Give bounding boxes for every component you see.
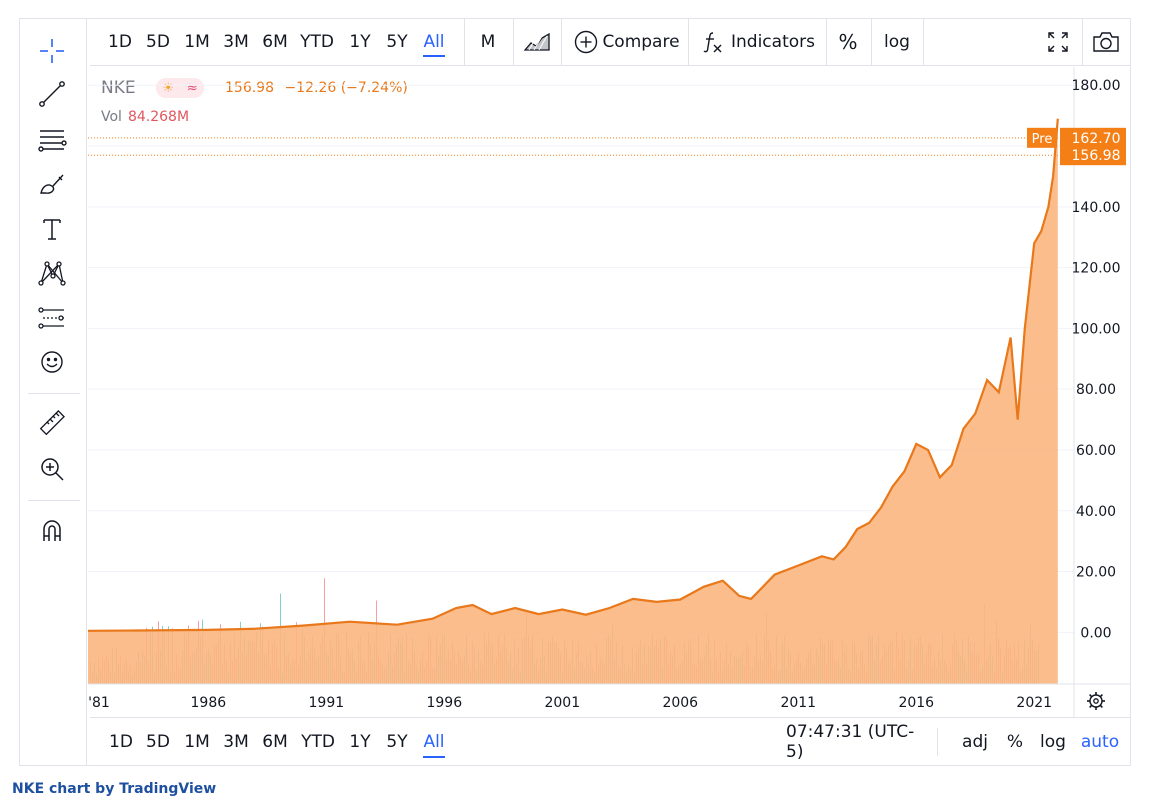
- adj-button[interactable]: adj: [962, 732, 988, 752]
- attribution-symbol[interactable]: NKE chart: [12, 781, 91, 797]
- range-1d-button[interactable]: 1D: [108, 32, 132, 52]
- last-price: 156.98: [225, 80, 274, 96]
- bottom-range-1m-button[interactable]: 1M: [184, 732, 210, 752]
- top-toolbar: 1D 5D 1M 3M 6M YTD 1Y 5Y All M Compare I…: [90, 19, 1130, 66]
- bottom-range-ytd-button[interactable]: YTD: [301, 732, 335, 752]
- y-tick-label: 40.00: [1076, 504, 1116, 520]
- last-price-tag: [1060, 145, 1126, 166]
- bottom-percent-button[interactable]: %: [1006, 732, 1024, 752]
- y-tick-label: 20.00: [1076, 565, 1116, 581]
- bottom-divider: [90, 717, 1130, 718]
- toolbar-divider: [688, 19, 689, 65]
- range-3m-button[interactable]: 3M: [223, 32, 249, 52]
- compare-plus-icon[interactable]: [572, 19, 600, 65]
- pre-tag: [1027, 127, 1057, 148]
- ruler-icon[interactable]: [34, 405, 70, 441]
- toolbar-divider: [28, 393, 80, 394]
- toolbar-divider: [826, 19, 827, 65]
- chart-style-icon[interactable]: [522, 19, 552, 65]
- log-button[interactable]: log: [884, 32, 910, 52]
- fib-retracement-icon[interactable]: [34, 121, 70, 157]
- brush-icon[interactable]: [34, 166, 70, 202]
- range-ytd-button[interactable]: YTD: [300, 32, 334, 52]
- range-all-button[interactable]: All: [421, 19, 447, 65]
- toolbar-divider: [28, 500, 80, 501]
- settings-gear-icon[interactable]: [1087, 692, 1105, 710]
- attribution-by: by TradingView: [90, 781, 217, 797]
- indicators-button[interactable]: Indicators: [731, 32, 815, 52]
- y-tick-label: 120.00: [1072, 261, 1121, 277]
- toolbar-divider: [561, 19, 562, 65]
- toolbar-divider: [923, 19, 924, 65]
- toolbar-divider: [871, 19, 872, 65]
- bottom-range-5d-button[interactable]: 5D: [146, 732, 170, 752]
- clock-time[interactable]: 07:47:31 (UTC-5): [786, 722, 915, 762]
- range-6m-button[interactable]: 6M: [262, 32, 288, 52]
- x-tick-label: 1996: [426, 695, 462, 711]
- bottom-range-1y-button[interactable]: 1Y: [349, 732, 371, 752]
- bottom-range-5y-button[interactable]: 5Y: [386, 732, 408, 752]
- x-tick-label: 2021: [1016, 695, 1052, 711]
- pre-price-tag: [1060, 127, 1126, 148]
- range-5y-button[interactable]: 5Y: [386, 32, 408, 52]
- sun-icon: ☀: [162, 80, 175, 96]
- forecast-icon[interactable]: [34, 301, 70, 337]
- x-tick-label: 2006: [662, 695, 698, 711]
- toolbar-divider: [513, 19, 514, 65]
- price-line: [87, 118, 1059, 632]
- compare-button[interactable]: Compare: [602, 32, 680, 52]
- price-area: [88, 118, 1058, 684]
- bottom-range-6m-button[interactable]: 6M: [262, 732, 288, 752]
- x-tick-label: 2011: [780, 695, 816, 711]
- range-1y-button[interactable]: 1Y: [349, 32, 371, 52]
- pattern-icon[interactable]: [34, 255, 70, 291]
- crosshair-icon[interactable]: [34, 33, 70, 69]
- y-tick-label: 60.00: [1076, 443, 1116, 459]
- x-tick-label: 2001: [544, 695, 580, 711]
- toolbar-divider: [464, 19, 465, 65]
- market-status-badge[interactable]: ☀ ≈: [156, 78, 204, 98]
- bottom-range-all-button[interactable]: All: [423, 726, 445, 758]
- bottom-log-button[interactable]: log: [1040, 732, 1066, 752]
- x-tick-label: '81: [88, 695, 110, 711]
- price-change: 156.98 −12.26 (−7.24%): [225, 80, 408, 96]
- volume-value: 84.268M: [127, 109, 190, 125]
- last-price-value: 156.98: [1072, 148, 1121, 164]
- y-tick-label: 0.00: [1080, 625, 1111, 641]
- price-chart[interactable]: 0.00 20.00 40.00 60.00 80.00 100.00 120.00 140.…: [0, 0, 1131, 717]
- y-tick-label: 140.00: [1072, 200, 1121, 216]
- bottom-range-3m-button[interactable]: 3M: [223, 732, 249, 752]
- fullscreen-icon[interactable]: [1044, 19, 1072, 65]
- pre-price-value: 162.70: [1072, 131, 1121, 147]
- function-icon[interactable]: [700, 19, 724, 65]
- pre-label: Pre: [1032, 132, 1053, 147]
- zoom-in-icon[interactable]: [34, 451, 70, 487]
- camera-icon[interactable]: [1091, 19, 1121, 65]
- drawing-toolbar: [20, 19, 87, 765]
- symbol-label: NKE: [101, 78, 136, 98]
- volume-legend: Vol 84.268M: [101, 109, 189, 125]
- range-5d-button[interactable]: 5D: [146, 32, 170, 52]
- toolbar-divider: [937, 728, 938, 756]
- bottom-range-1d-button[interactable]: 1D: [109, 732, 133, 752]
- x-tick-label: 1991: [309, 695, 345, 711]
- interval-button[interactable]: M: [480, 32, 496, 52]
- trend-line-icon[interactable]: [34, 76, 70, 112]
- y-tick-label: 80.00: [1076, 382, 1116, 398]
- range-1m-button[interactable]: 1M: [184, 32, 210, 52]
- x-tick-label: 2016: [898, 695, 934, 711]
- y-tick-label: 180.00: [1072, 78, 1121, 94]
- auto-button[interactable]: auto: [1080, 732, 1120, 752]
- x-tick-label: 1986: [191, 695, 227, 711]
- text-tool-icon[interactable]: [34, 211, 70, 247]
- y-tick-label: 100.00: [1072, 321, 1121, 337]
- toolbar-divider: [1082, 19, 1083, 65]
- price-change-value: −12.26 (−7.24%): [284, 80, 408, 96]
- magnet-icon[interactable]: [34, 513, 70, 549]
- tradingview-attribution[interactable]: NKE chart by TradingView: [12, 781, 216, 797]
- wave-icon: ≈: [186, 80, 198, 96]
- volume-label: Vol: [101, 109, 122, 125]
- percent-button[interactable]: %: [838, 30, 858, 54]
- emoji-icon[interactable]: [34, 344, 70, 380]
